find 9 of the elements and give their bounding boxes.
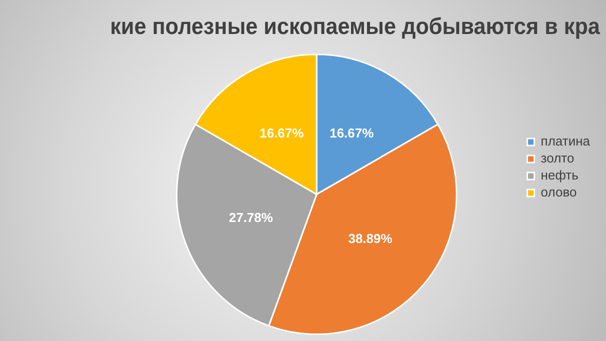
legend-label: золто (540, 150, 574, 166)
data-label: 38.89% (348, 230, 393, 246)
data-label: 27.78% (228, 210, 274, 225)
legend-label: олово (540, 184, 577, 200)
data-label: 16.67% (260, 125, 304, 140)
data-label: 16.67% (330, 125, 374, 140)
legend-label: нефть (540, 168, 579, 183)
chart-title: кие полезные ископаемые добываются в кра (110, 14, 600, 40)
legend-label: платина (540, 134, 591, 149)
